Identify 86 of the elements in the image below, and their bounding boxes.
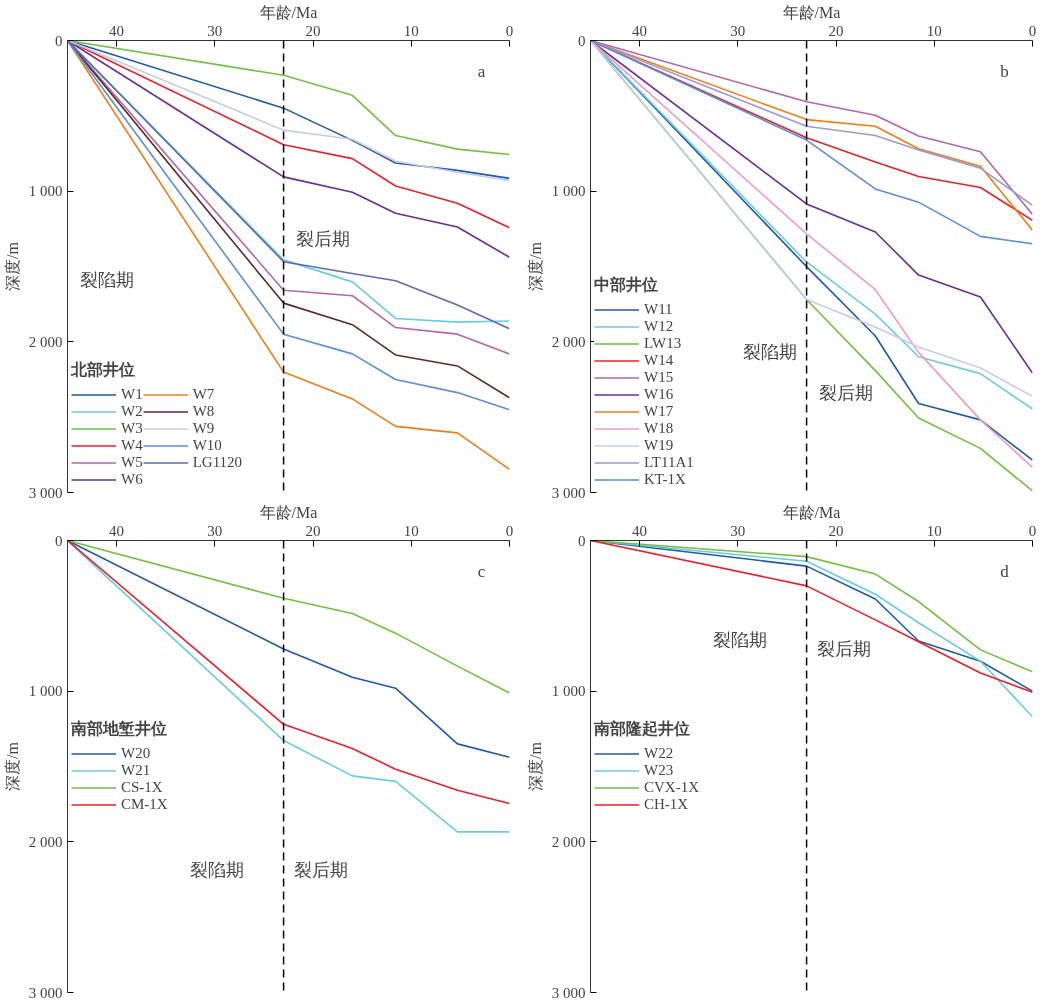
x-tick-label: 20 <box>305 522 321 539</box>
x-tick-label: 20 <box>828 522 844 539</box>
x-tick-label: 30 <box>207 522 223 539</box>
legend-label: CS-1X <box>121 779 163 796</box>
x-tick-label: 10 <box>926 22 942 39</box>
legend-title: 南部隆起井位 <box>594 719 691 739</box>
legend-label: W2 <box>121 403 143 420</box>
y-tick-label: 3 000 <box>28 484 63 501</box>
y-tick-label: 1 000 <box>28 683 63 700</box>
legend-label: LG1120 <box>192 454 243 471</box>
y-tick-label: 2 000 <box>551 833 586 850</box>
x-axis-title: 年龄/Ma <box>259 3 318 21</box>
legend-label: LW13 <box>644 335 682 352</box>
legend-label: LT11A1 <box>644 454 694 471</box>
y-tick-label: 2 000 <box>28 333 63 350</box>
x-axis-title: 年龄/Ma <box>259 503 318 521</box>
legend-label: W22 <box>644 745 674 762</box>
annotation: 裂后期 <box>818 383 873 404</box>
y-axis-title: 深度/m <box>526 741 544 791</box>
legend-label: W5 <box>121 454 143 471</box>
legend-label: CH-1X <box>644 796 689 813</box>
legend-label: W20 <box>121 745 151 762</box>
annotation: 裂陷期 <box>712 629 767 650</box>
x-axis-title: 年龄/Ma <box>782 503 841 521</box>
legend-label: W10 <box>192 437 222 454</box>
x-tick-label: 0 <box>505 22 514 39</box>
x-tick-label: 0 <box>505 522 514 539</box>
legend-label: W18 <box>644 420 674 437</box>
y-tick-label: 2 000 <box>28 833 63 850</box>
legend-label: W12 <box>644 318 674 335</box>
legend-label: W8 <box>192 403 215 420</box>
text: c <box>477 561 486 581</box>
legend-title: 南部地堑井位 <box>71 719 168 739</box>
x-tick-label: 0 <box>1028 22 1037 39</box>
x-tick-label: 30 <box>207 22 223 39</box>
legend-label: W9 <box>192 420 215 437</box>
y-tick-label: 1 000 <box>28 183 63 200</box>
text: d <box>1000 561 1010 581</box>
text: b <box>1000 61 1009 81</box>
y-tick-label: 1 000 <box>551 183 586 200</box>
annotation: 裂后期 <box>293 860 348 881</box>
legend-label: KT-1X <box>644 471 686 488</box>
legend-title: 北部井位 <box>71 360 136 380</box>
annotation: 裂后期 <box>295 229 350 250</box>
annotation: 裂陷期 <box>79 270 134 291</box>
y-tick-label: 1 000 <box>551 683 586 700</box>
legend-label: W19 <box>644 437 674 454</box>
legend-label: W14 <box>644 352 674 369</box>
x-tick-label: 30 <box>730 522 746 539</box>
legend-label: W1 <box>121 386 143 403</box>
annotation: 裂后期 <box>816 638 871 659</box>
legend-label: W3 <box>121 420 143 437</box>
text: a <box>477 61 486 81</box>
legend-label: W17 <box>644 403 674 420</box>
x-tick-label: 30 <box>730 22 746 39</box>
x-tick-label: 40 <box>632 522 648 539</box>
x-tick-label: 40 <box>109 522 125 539</box>
legend-label: CM-1X <box>121 796 168 813</box>
x-tick-label: 10 <box>403 22 419 39</box>
x-tick-label: 0 <box>1028 522 1037 539</box>
y-axis-title: 深度/m <box>526 241 544 291</box>
y-tick-label: 3 000 <box>551 984 586 1001</box>
legend-label: W6 <box>121 471 143 488</box>
x-tick-label: 10 <box>403 522 419 539</box>
legend-label: W16 <box>644 386 674 403</box>
x-tick-label: 40 <box>632 22 648 39</box>
y-axis-title: 深度/m <box>3 241 21 291</box>
x-tick-label: 20 <box>305 22 321 39</box>
legend-label: W11 <box>644 301 673 318</box>
legend-label: W21 <box>121 762 151 779</box>
legend-label: W7 <box>192 386 215 403</box>
legend-label: W4 <box>121 437 143 454</box>
y-tick-label: 3 000 <box>28 984 63 1001</box>
legend-label: W23 <box>644 762 674 779</box>
x-tick-label: 20 <box>828 22 844 39</box>
annotation: 裂陷期 <box>742 342 797 363</box>
x-tick-label: 10 <box>926 522 942 539</box>
y-axis-title: 深度/m <box>3 741 21 791</box>
annotation: 裂陷期 <box>189 860 244 881</box>
y-tick-label: 3 000 <box>551 484 586 501</box>
y-tick-label: 2 000 <box>551 333 586 350</box>
legend-title: 中部井位 <box>594 275 659 295</box>
legend-label: CVX-1X <box>644 779 699 796</box>
x-tick-label: 40 <box>109 22 125 39</box>
legend-label: W15 <box>644 369 674 386</box>
x-axis-title: 年龄/Ma <box>782 3 841 21</box>
